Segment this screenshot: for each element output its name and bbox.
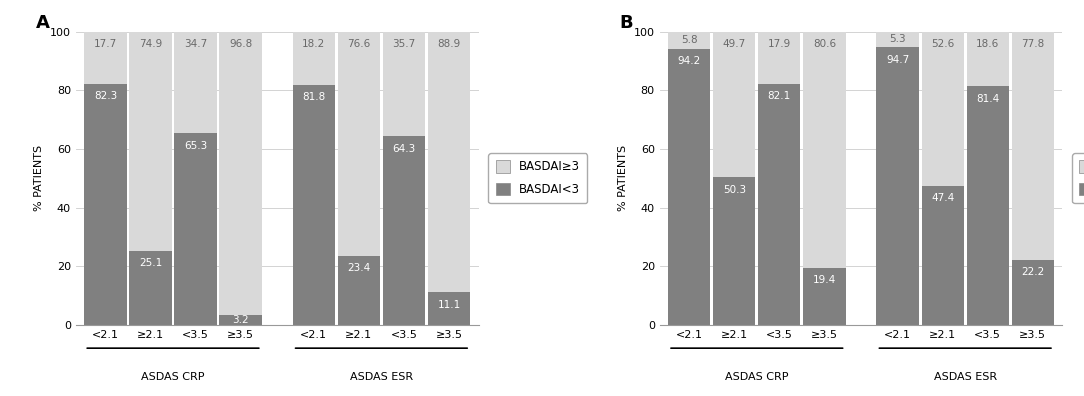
Text: 11.1: 11.1: [437, 299, 461, 310]
Bar: [428, 32, 470, 292]
Bar: [85, 32, 127, 84]
Bar: [877, 32, 919, 47]
Bar: [713, 32, 756, 177]
Bar: [877, 47, 919, 325]
Text: 82.3: 82.3: [94, 91, 117, 101]
Text: 49.7: 49.7: [723, 39, 746, 49]
Text: 47.4: 47.4: [931, 193, 954, 203]
Bar: [758, 32, 800, 84]
Text: 5.8: 5.8: [681, 35, 698, 45]
Bar: [383, 32, 425, 136]
Text: 18.6: 18.6: [976, 39, 999, 49]
Bar: [1011, 32, 1054, 260]
Y-axis label: % PATIENTS: % PATIENTS: [618, 145, 629, 211]
Text: 74.9: 74.9: [139, 39, 163, 49]
Text: 80.6: 80.6: [813, 39, 836, 49]
Bar: [758, 84, 800, 325]
Bar: [967, 86, 1009, 325]
Text: 82.1: 82.1: [767, 91, 791, 101]
Bar: [803, 268, 846, 325]
Text: 34.7: 34.7: [184, 39, 207, 49]
Bar: [175, 32, 217, 133]
Bar: [668, 49, 710, 325]
Text: ASDAS CRP: ASDAS CRP: [141, 371, 205, 382]
Bar: [1011, 260, 1054, 325]
Y-axis label: % PATIENTS: % PATIENTS: [35, 145, 44, 211]
Bar: [338, 256, 380, 325]
Text: 5.3: 5.3: [889, 34, 906, 44]
Text: 52.6: 52.6: [931, 39, 954, 49]
Text: ASDAS CRP: ASDAS CRP: [725, 371, 788, 382]
Bar: [293, 85, 335, 325]
Bar: [175, 133, 217, 325]
Text: 94.7: 94.7: [886, 55, 909, 65]
Text: 18.2: 18.2: [302, 39, 325, 49]
Text: 17.7: 17.7: [94, 39, 117, 49]
Bar: [219, 315, 261, 325]
Bar: [921, 186, 964, 325]
Bar: [921, 32, 964, 186]
Text: 64.3: 64.3: [392, 144, 415, 154]
Text: ASDAS ESR: ASDAS ESR: [350, 371, 413, 382]
Bar: [293, 32, 335, 85]
Text: A: A: [36, 14, 50, 32]
Text: 35.7: 35.7: [392, 39, 415, 49]
Text: 17.9: 17.9: [767, 39, 791, 49]
Bar: [129, 32, 171, 251]
Legend: BASDAI≥3, BASDAI<3: BASDAI≥3, BASDAI<3: [489, 153, 588, 203]
Text: 81.8: 81.8: [302, 92, 325, 102]
Bar: [383, 136, 425, 325]
Text: B: B: [619, 14, 633, 32]
Bar: [219, 32, 261, 315]
Text: 3.2: 3.2: [232, 315, 249, 325]
Legend: BASDAI≥4, BASDAI<4: BASDAI≥4, BASDAI<4: [1072, 153, 1084, 203]
Bar: [713, 177, 756, 325]
Text: 65.3: 65.3: [184, 141, 207, 151]
Bar: [85, 84, 127, 325]
Text: 76.6: 76.6: [347, 39, 371, 49]
Text: 50.3: 50.3: [723, 185, 746, 195]
Text: 81.4: 81.4: [976, 93, 999, 103]
Bar: [338, 32, 380, 256]
Text: 88.9: 88.9: [437, 39, 461, 49]
Bar: [803, 32, 846, 268]
Text: ASDAS ESR: ASDAS ESR: [933, 371, 997, 382]
Text: 19.4: 19.4: [813, 275, 836, 285]
Text: 96.8: 96.8: [229, 39, 253, 49]
Text: 23.4: 23.4: [347, 263, 371, 274]
Text: 94.2: 94.2: [678, 56, 701, 66]
Bar: [129, 251, 171, 325]
Bar: [967, 32, 1009, 86]
Text: 77.8: 77.8: [1021, 39, 1044, 49]
Text: 22.2: 22.2: [1021, 267, 1044, 277]
Bar: [668, 32, 710, 49]
Bar: [428, 292, 470, 325]
Text: 25.1: 25.1: [139, 259, 163, 268]
